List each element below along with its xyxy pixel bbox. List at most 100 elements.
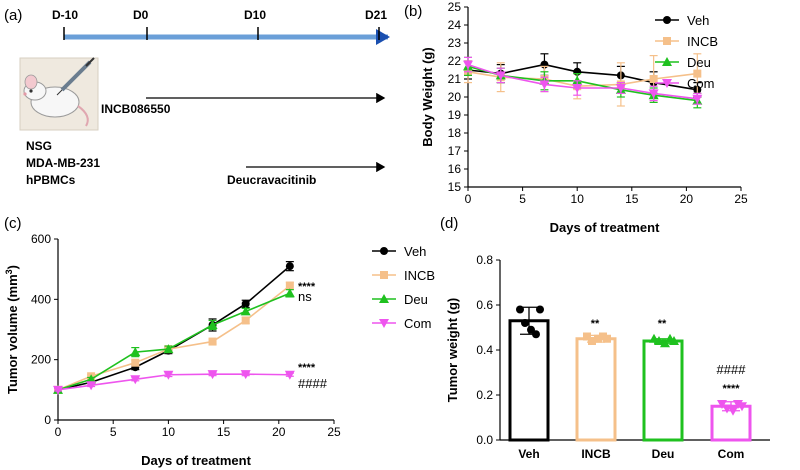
tv-legend-label: Veh	[404, 244, 426, 259]
bw-point-incb	[693, 69, 702, 78]
tw-y-tick-label: 0.0	[476, 433, 493, 447]
tv-x-tick-label: 20	[272, 425, 286, 439]
bw-y-tick-label: 24	[448, 18, 462, 32]
tv-x-tick-label: 5	[110, 425, 117, 439]
annot-deu-ns: ns	[298, 289, 312, 304]
panel-d: (d) 0.0 0.2 0.4 0.6 0.8 Veh INCB Deu Com Tumor …	[440, 215, 770, 461]
annot-deu-weight: **	[658, 318, 667, 330]
tv-legend-item-veh: Veh	[372, 244, 426, 259]
bw-y-tick-label: 25	[448, 0, 462, 14]
tv-legend-item-deu: Deu	[372, 292, 428, 307]
tw-y-tick-label: 0.2	[476, 388, 493, 402]
bw-legend-label: INCB	[687, 34, 718, 49]
bw-y-tick-label: 23	[448, 36, 462, 50]
tw-point-incb	[583, 332, 591, 341]
panel-label-b: (b)	[404, 3, 422, 20]
annot-incb-stars: ****	[298, 281, 316, 293]
bw-y-tick-label: 18	[448, 126, 462, 140]
tumor-volume-x-axis-title: Days of treatment	[141, 453, 251, 468]
tv-y-tick-label: 0	[44, 413, 51, 427]
bw-point-com	[463, 60, 473, 70]
annot-incb-weight: **	[591, 318, 600, 330]
annot-com-hash: ####	[298, 376, 328, 391]
bw-series-com	[463, 56, 703, 105]
tv-point-deu	[207, 319, 218, 329]
bw-legend-label: Veh	[687, 13, 709, 28]
tv-point-com	[86, 381, 97, 391]
tw-x-tick-label: Deu	[652, 447, 675, 461]
tv-point-com	[130, 375, 141, 385]
tumor-volume-legend: Veh INCB Deu Com	[372, 244, 435, 331]
tumor-volume-y-axis-title-end: )	[5, 265, 20, 269]
annot-com-weight-stars: ****	[722, 383, 740, 395]
panel-label-d: (d)	[440, 215, 458, 232]
bw-legend-marker	[662, 79, 672, 88]
tw-bar-incb	[575, 337, 617, 442]
panel-label-c: (c)	[4, 215, 22, 232]
tw-point-incb	[594, 334, 602, 343]
model-line-3: hPBMCs	[26, 173, 76, 187]
bw-point-com	[648, 89, 659, 99]
tv-legend-label: INCB	[404, 268, 435, 283]
timeline-day-d21: D21	[365, 8, 387, 22]
timeline-day-d-10: D-10	[52, 8, 78, 22]
tv-x-tick-label: 25	[327, 425, 341, 439]
tumor-weight-bars: Veh INCB Deu Com	[508, 305, 752, 461]
bw-x-tick-label: 20	[680, 192, 694, 206]
timeline-day-d10: D10	[244, 8, 266, 22]
tumor-volume-y-axis-title-main: Tumor volume (mm	[5, 274, 20, 394]
bw-x-tick-label: 0	[465, 192, 472, 206]
tv-y-tick-label: 400	[31, 292, 51, 306]
bw-y-tick-label: 22	[448, 54, 462, 68]
bw-legend-marker	[662, 57, 672, 66]
tv-point-deu	[130, 347, 141, 357]
body-weight-y-axis-title: Body Weight (g)	[420, 47, 435, 146]
tv-legend-item-com: Com	[372, 316, 431, 331]
panel-label-a: (a)	[4, 7, 22, 24]
tv-legend-item-incb: INCB	[372, 268, 435, 283]
bw-y-tick-label: 17	[448, 144, 462, 158]
tw-x-tick-label: Com	[718, 447, 745, 461]
timeline-day-d0: D0	[133, 8, 149, 22]
bw-legend-marker	[663, 37, 671, 45]
tv-series-deu	[53, 288, 295, 394]
tv-legend-marker	[379, 294, 389, 303]
tv-x-tick-label: 0	[55, 425, 62, 439]
bw-x-tick-label: 5	[519, 192, 526, 206]
tw-bar-group-veh: Veh	[508, 305, 550, 461]
bw-y-tick-label: 21	[448, 72, 462, 86]
bw-legend-label: Com	[687, 76, 714, 91]
bw-legend-item-incb: INCB	[655, 34, 718, 49]
tw-y-tick-label: 0.4	[476, 343, 493, 357]
tv-legend-label: Com	[404, 316, 431, 331]
tw-point-com	[728, 406, 738, 416]
tw-bar-veh	[508, 319, 550, 442]
drug1-label: INCB086550	[101, 102, 171, 116]
bw-point-incb	[649, 75, 658, 83]
bw-legend-label: Deu	[687, 55, 711, 70]
tumor-weight-axes: 0.0 0.2 0.4 0.6 0.8	[476, 253, 770, 447]
body-weight-axes: 0 5 10 15 20 25 15 16 17 18 19 20 21 22 23 24 25	[448, 0, 748, 206]
tumor-weight-y-axis-title: Tumor weight (g)	[445, 298, 460, 402]
bw-point-com	[615, 84, 626, 93]
bw-point-com	[539, 80, 550, 90]
tw-bar-deu	[642, 339, 684, 442]
tumor-volume-series	[53, 261, 295, 395]
panel-a: (a) D-10 D0 D10 D21 INCB086550 NSG MDA-M…	[4, 7, 390, 187]
tv-legend-label: Deu	[404, 292, 428, 307]
tw-x-tick-label: Veh	[518, 447, 539, 461]
tv-point-deu	[240, 306, 251, 316]
tv-legend-marker	[379, 319, 389, 328]
tv-point-com	[240, 370, 251, 380]
annot-com-stars: ****	[298, 362, 316, 374]
tw-point-deu	[654, 336, 664, 345]
tw-point-veh	[516, 305, 524, 314]
body-weight-series	[463, 53, 703, 109]
tv-point-deu	[86, 374, 97, 384]
mouse-with-syringe-icon	[19, 57, 99, 131]
tv-line-veh	[57, 265, 291, 391]
model-line-2: MDA-MB-231	[26, 156, 100, 170]
model-line-1: NSG	[26, 139, 52, 153]
bw-point-com	[495, 71, 506, 81]
